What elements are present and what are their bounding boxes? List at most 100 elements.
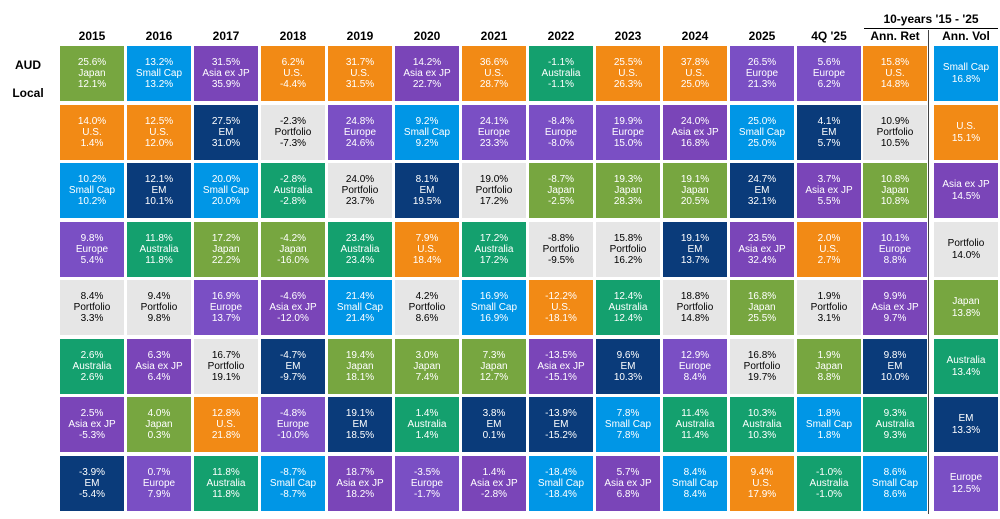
cell-text: 11.8% xyxy=(212,489,240,500)
quilt-cell: 10.2% Small Cap 10.2% xyxy=(60,163,124,218)
column-header: 2019 xyxy=(346,29,374,43)
cell-text: 12.9% xyxy=(680,350,710,361)
cell-text: 8.4% xyxy=(683,467,707,478)
cell-text: U.S. xyxy=(484,68,504,79)
cell-text: 21.4% xyxy=(345,291,375,302)
cell-text: 23.4% xyxy=(345,233,375,244)
cell-text: Small Cap xyxy=(269,478,317,489)
cell-text: Asia ex JP xyxy=(604,478,652,489)
cell-text: 2.0% xyxy=(817,233,841,244)
cell-text: 2.6% xyxy=(80,372,104,383)
cell-text: 12.1% xyxy=(77,79,107,90)
cell-text: EM xyxy=(754,185,770,196)
cell-text: 9.8% xyxy=(147,313,171,324)
quilt-cell: 16.7% Portfolio 19.1% xyxy=(194,339,258,394)
quilt-cell: 8.4% Portfolio 3.3% xyxy=(60,280,124,335)
cell-text: 1.8% xyxy=(817,430,841,441)
cell-text: 0.7% xyxy=(147,467,171,478)
cell-text: -8.7% xyxy=(547,174,575,185)
cell-text: 1.4% xyxy=(415,430,439,441)
cell-text: -9.7% xyxy=(279,372,307,383)
cell-text: Small Cap xyxy=(202,185,250,196)
cell-text: -8.8% xyxy=(547,233,575,244)
cell-text: 17.2% xyxy=(479,255,509,266)
cell-text: 7.4% xyxy=(415,372,439,383)
cell-text: EM xyxy=(352,419,368,430)
cell-text: Japan xyxy=(815,361,843,372)
cell-text: EM xyxy=(821,127,837,138)
cell-text: Australia xyxy=(139,244,179,255)
cell-text: 9.3% xyxy=(883,408,907,419)
quilt-cell: 17.2% Japan 22.2% xyxy=(194,222,258,277)
column-header-ann-ret: Ann. Ret xyxy=(870,29,920,43)
cell-text: EM xyxy=(419,185,435,196)
quilt-cell: 9.9% Asia ex JP 9.7% xyxy=(863,280,927,335)
cell-text: 1.9% xyxy=(817,350,841,361)
cell-text: 19.5% xyxy=(412,196,442,207)
cell-text: -1.1% xyxy=(547,57,575,68)
cell-text: Small Cap xyxy=(68,185,116,196)
cell-text: -13.9% xyxy=(545,408,577,419)
cell-text: Europe xyxy=(410,478,444,489)
quilt-cell: 25.0% Small Cap 25.0% xyxy=(730,105,794,160)
cell-text: 3.1% xyxy=(817,313,841,324)
cell-text: Asia ex JP xyxy=(738,244,786,255)
cell-text: 25.6% xyxy=(77,57,107,68)
row-label-aud: AUD xyxy=(15,58,41,72)
quilt-cell: 21.4% Small Cap 21.4% xyxy=(328,280,392,335)
cell-text: 19.1% xyxy=(680,174,710,185)
cell-text: 6.4% xyxy=(147,372,171,383)
cell-text: -1.0% xyxy=(815,489,843,500)
quilt-cell: 12.5% U.S. 12.0% xyxy=(127,105,191,160)
cell-text: Europe xyxy=(611,127,645,138)
quilt-cell: 8.4% Small Cap 8.4% xyxy=(663,456,727,511)
cell-text: 35.9% xyxy=(211,79,241,90)
column-header: 2021 xyxy=(480,29,508,43)
cell-text: 12.4% xyxy=(613,291,643,302)
cell-text: U.S. xyxy=(350,68,370,79)
cell-text: -15.1% xyxy=(545,372,577,383)
quilt-cell: 16.9% Small Cap 16.9% xyxy=(462,280,526,335)
cell-text: Asia ex JP xyxy=(805,185,853,196)
quilt-cell: -8.4% Europe -8.0% xyxy=(529,105,593,160)
cell-text: 16.8% xyxy=(747,291,777,302)
cell-text: 17.9% xyxy=(747,489,777,500)
vol-cell: Portfolio 14.0% xyxy=(934,222,998,277)
cell-text: -8.7% xyxy=(279,489,307,500)
cell-text: Small Cap xyxy=(336,302,384,313)
cell-text: 8.4% xyxy=(683,372,707,383)
cell-text: -7.3% xyxy=(279,138,307,149)
cell-text: 2.6% xyxy=(80,350,104,361)
cell-text: Japan xyxy=(413,361,441,372)
cell-text: EM xyxy=(486,419,502,430)
cell-text: 26.5% xyxy=(747,57,777,68)
cell-text: Portfolio xyxy=(876,127,914,138)
cell-text: Portfolio xyxy=(947,237,985,249)
cell-text: 10.8% xyxy=(880,196,910,207)
cell-text: 28.3% xyxy=(613,196,643,207)
cell-text: 6.2% xyxy=(817,79,841,90)
cell-text: 17.2% xyxy=(211,233,241,244)
cell-text: 17.2% xyxy=(479,196,509,207)
quilt-cell: 19.4% Japan 18.1% xyxy=(328,339,392,394)
quilt-cell: 9.3% Australia 9.3% xyxy=(863,397,927,452)
cell-text: 11.4% xyxy=(681,408,709,419)
quilt-cell: 5.7% Asia ex JP 6.8% xyxy=(596,456,660,511)
cell-text: Japan xyxy=(952,295,980,307)
quilt-cell: 24.8% Europe 24.6% xyxy=(328,105,392,160)
cell-text: Australia xyxy=(407,419,447,430)
cell-text: 19.1% xyxy=(345,408,375,419)
quilt-cell: 19.1% EM 13.7% xyxy=(663,222,727,277)
quilt-cell: 5.6% Europe 6.2% xyxy=(797,46,861,101)
cell-text: U.S. xyxy=(551,302,571,313)
quilt-cell: -18.4% Small Cap -18.4% xyxy=(529,456,593,511)
cell-text: 24.0% xyxy=(345,174,375,185)
column-header: 4Q '25 xyxy=(811,29,847,43)
cell-text: 16.9% xyxy=(211,291,241,302)
cell-text: -18.4% xyxy=(545,467,577,478)
cell-text: -8.7% xyxy=(279,467,307,478)
cell-text: -15.2% xyxy=(545,430,577,441)
cell-text: 3.8% xyxy=(482,408,506,419)
cell-text: 8.8% xyxy=(883,255,907,266)
cell-text: Japan xyxy=(145,419,173,430)
